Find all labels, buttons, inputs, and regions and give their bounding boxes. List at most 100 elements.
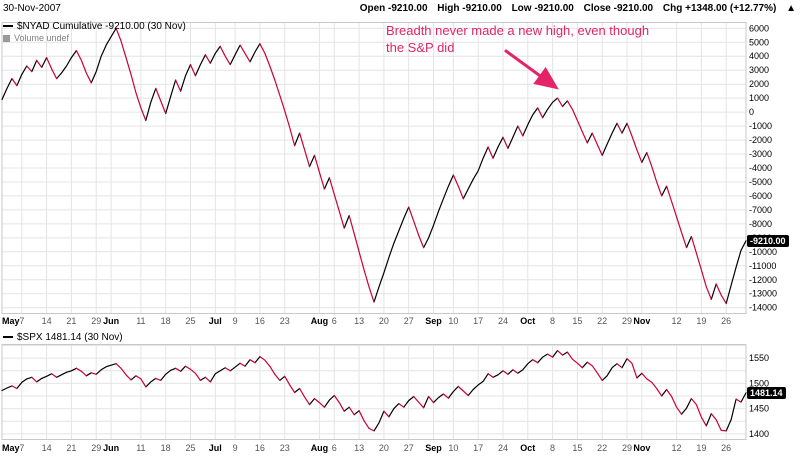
ohlc-quote: Open -9210.00 High -9210.00 Low -9210.00… [353, 3, 796, 14]
annotation-arrow-icon [504, 49, 559, 90]
spx-last-price-tag: 1481.14 [747, 386, 786, 399]
y-axis-label: -11000 [749, 261, 776, 271]
x-axis-label: 9 [232, 316, 238, 326]
quote-chg-value: +1348.00 (+12.77%) [685, 3, 777, 14]
x-axis-label: 19 [696, 443, 707, 453]
x-axis-label: 22 [597, 443, 608, 453]
quote-high: High -9210.00 [437, 3, 501, 14]
x-axis-label: 23 [279, 316, 290, 326]
x-axis-label: Aug [310, 316, 329, 326]
quote-chg: Chg +1348.00 (+12.77%) [663, 3, 776, 14]
x-axis-label: Jul [208, 316, 222, 326]
x-axis-label: 13 [354, 316, 365, 326]
plot-border [1, 22, 747, 314]
x-axis-label: Sep [425, 443, 442, 453]
series-line-down [11, 27, 727, 305]
nyad-line-swatch-icon [3, 25, 13, 28]
x-axis-label: Sep [425, 316, 442, 326]
annotation-line2: the S&P did [386, 40, 455, 55]
annotation-text: Breadth never made a new high, even thou… [386, 22, 649, 56]
x-axis-label: 25 [185, 443, 196, 453]
series-line-down [11, 350, 742, 432]
y-axis-label: -10000 [749, 247, 777, 257]
y-axis-label: 6000 [749, 23, 769, 33]
quote-close-label: Close [583, 3, 611, 14]
x-axis-label: 20 [378, 443, 389, 453]
nyad-legend-label: $NYAD Cumulative -9210.00 (30 Nov) [17, 21, 186, 32]
x-axis-label: 7 [19, 443, 25, 453]
y-axis-label: 1500 [749, 378, 769, 388]
x-axis-label: 18 [160, 316, 171, 326]
x-axis-label: Jun [103, 443, 120, 453]
x-axis-label: 18 [160, 443, 171, 453]
y-axis-label: -13000 [749, 289, 777, 299]
x-axis-label: 22 [597, 316, 608, 326]
x-axis-label: 26 [721, 316, 732, 326]
x-axis-label: 21 [66, 443, 77, 453]
x-axis-label: 10 [448, 443, 459, 453]
annotation-line1: Breadth never made a new high, even thou… [386, 23, 650, 38]
x-axis-label: 8 [550, 316, 556, 326]
x-axis-label: May [2, 443, 20, 453]
x-axis-label: 29 [91, 443, 102, 453]
spx-x-axis: May 7 14 21 29 Jun 11 18 25 Jul 9 16 23 Aug 6 13 20 27 Sep… [0, 443, 800, 455]
x-axis-label: Jun [103, 316, 120, 326]
x-axis-label: 19 [696, 316, 707, 326]
x-axis-label: 15 [572, 443, 583, 453]
x-axis-label: 6 [331, 443, 337, 453]
spx-line-swatch-icon [3, 336, 13, 339]
x-axis-label: 16 [254, 443, 265, 453]
spx-chart: 1400 1450 1500 1550 [1, 344, 769, 440]
x-axis-label: 29 [91, 316, 102, 326]
x-axis-label: 27 [403, 316, 414, 326]
quote-high-label: High [437, 3, 460, 14]
x-axis-label: 12 [671, 316, 682, 326]
spx-legend-label: $SPX 1481.14 (30 Nov) [17, 332, 123, 343]
y-axis-label: -4000 [749, 163, 772, 173]
volume-legend-label: Volume undef [14, 33, 70, 43]
nyad-chart: -14000-13000-12000-11000-10000-9000-8000… [1, 22, 777, 314]
quote-low-value: -9210.00 [534, 3, 574, 14]
x-axis-label: 10 [448, 316, 459, 326]
quote-close-value: -9210.00 [613, 3, 654, 14]
nyad-last-price-tag: -9210.00 [747, 234, 789, 247]
x-axis-label: 8 [550, 443, 556, 453]
x-axis-label: 14 [41, 443, 52, 453]
y-axis-label: 2000 [749, 79, 769, 89]
y-axis-label: -3000 [749, 149, 772, 159]
x-axis-label: 25 [185, 316, 196, 326]
quote-low-label: Low [511, 3, 532, 14]
x-axis-label: 16 [254, 316, 265, 326]
y-axis-label: 5000 [749, 37, 769, 47]
y-axis-label: -2000 [749, 135, 772, 145]
quote-low: Low -9210.00 [512, 3, 574, 14]
spx-legend: $SPX 1481.14 (30 Nov) [3, 332, 123, 343]
y-axis-label: -6000 [749, 191, 772, 201]
series-line-up [1, 350, 747, 432]
x-axis-label: Oct [520, 316, 536, 326]
x-axis-label: May [2, 316, 20, 326]
x-axis-label: 24 [497, 316, 508, 326]
chart-date: 30-Nov-2007 [3, 3, 61, 14]
up-arrow-icon: ▲ [786, 3, 796, 14]
y-axis-label: 1550 [749, 353, 769, 363]
x-axis-label: 9 [232, 443, 238, 453]
quote-open-label: Open [359, 3, 386, 14]
quote-open: Open -9210.00 [360, 3, 428, 14]
x-axis-label: 21 [66, 316, 77, 326]
x-axis-label: 23 [279, 443, 290, 453]
plot-border [1, 344, 747, 440]
quote-chg-label: Chg [662, 3, 683, 14]
x-axis-label: 11 [136, 443, 146, 453]
y-axis-label: 4000 [749, 51, 769, 61]
quote-high-value: -9210.00 [462, 3, 502, 14]
y-axis-label: -14000 [749, 303, 777, 313]
volume-swatch-icon [3, 35, 10, 43]
x-axis-label: 29 [621, 443, 632, 453]
y-axis-label: -1000 [749, 121, 772, 131]
x-axis-label: 12 [671, 443, 682, 453]
nyad-x-axis: May 7 14 21 29 Jun 11 18 25 Jul 9 16 23 Aug 6 13 20 27 Sep… [0, 316, 800, 328]
y-axis-label: 3000 [749, 65, 769, 75]
y-axis-label: 1000 [749, 93, 769, 103]
